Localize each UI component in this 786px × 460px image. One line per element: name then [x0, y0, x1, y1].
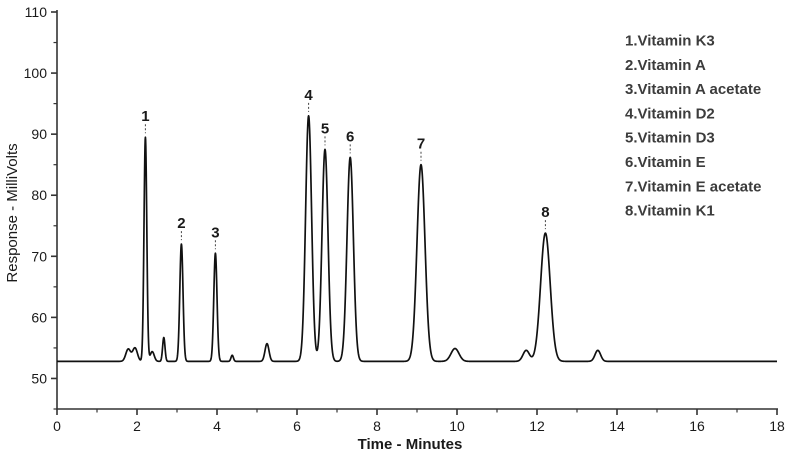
- peak-label-8: 8: [541, 204, 549, 221]
- legend-item-6: 6.Vitamin E: [625, 154, 706, 171]
- x-tick-label: 8: [373, 418, 381, 434]
- peak-label-4: 4: [304, 87, 313, 104]
- x-tick-label: 2: [133, 418, 141, 434]
- legend-item-7: 7.Vitamin E acetate: [625, 178, 761, 195]
- x-tick-label: 10: [449, 418, 465, 434]
- x-tick-label: 6: [293, 418, 301, 434]
- x-tick-label: 4: [213, 418, 221, 434]
- y-tick-label: 90: [31, 126, 47, 142]
- legend-item-8: 8.Vitamin K1: [625, 203, 715, 220]
- legend-item-4: 4.Vitamin D2: [625, 105, 715, 122]
- y-tick-label: 70: [31, 248, 47, 264]
- x-tick-label: 0: [53, 418, 61, 434]
- y-axis-title: Response - MilliVolts: [4, 143, 21, 282]
- legend-item-1: 1.Vitamin K3: [625, 33, 715, 50]
- y-tick-label: 50: [31, 370, 47, 386]
- x-tick-label: 12: [529, 418, 545, 434]
- peak-label-7: 7: [417, 136, 425, 153]
- x-tick-label: 16: [689, 418, 705, 434]
- x-axis-title: Time - Minutes: [358, 436, 463, 453]
- peak-label-6: 6: [346, 128, 354, 145]
- legend-item-3: 3.Vitamin A acetate: [625, 81, 761, 98]
- y-tick-label: 60: [31, 309, 47, 325]
- peak-label-1: 1: [141, 108, 149, 125]
- peak-label-3: 3: [211, 224, 219, 241]
- peak-labels-group: 1 2 3 45 6 7 8: [141, 87, 550, 250]
- legend-group: 1.Vitamin K3 2.Vitamin A 3.Vitamin A aceta…: [625, 33, 761, 220]
- y-tick-label: 100: [24, 65, 48, 81]
- chromatogram-trace: [56, 114, 778, 363]
- legend-item-5: 5.Vitamin D3: [625, 130, 715, 147]
- trace-group: [56, 114, 778, 363]
- legend-item-2: 2.Vitamin A: [625, 57, 706, 74]
- y-tick-label: 80: [31, 187, 47, 203]
- peak-label-2: 2: [177, 215, 185, 232]
- y-tick-label: 110: [25, 4, 48, 20]
- x-tick-label: 18: [769, 418, 785, 434]
- x-tick-label: 14: [609, 418, 625, 434]
- peak-label-5: 5: [321, 120, 329, 137]
